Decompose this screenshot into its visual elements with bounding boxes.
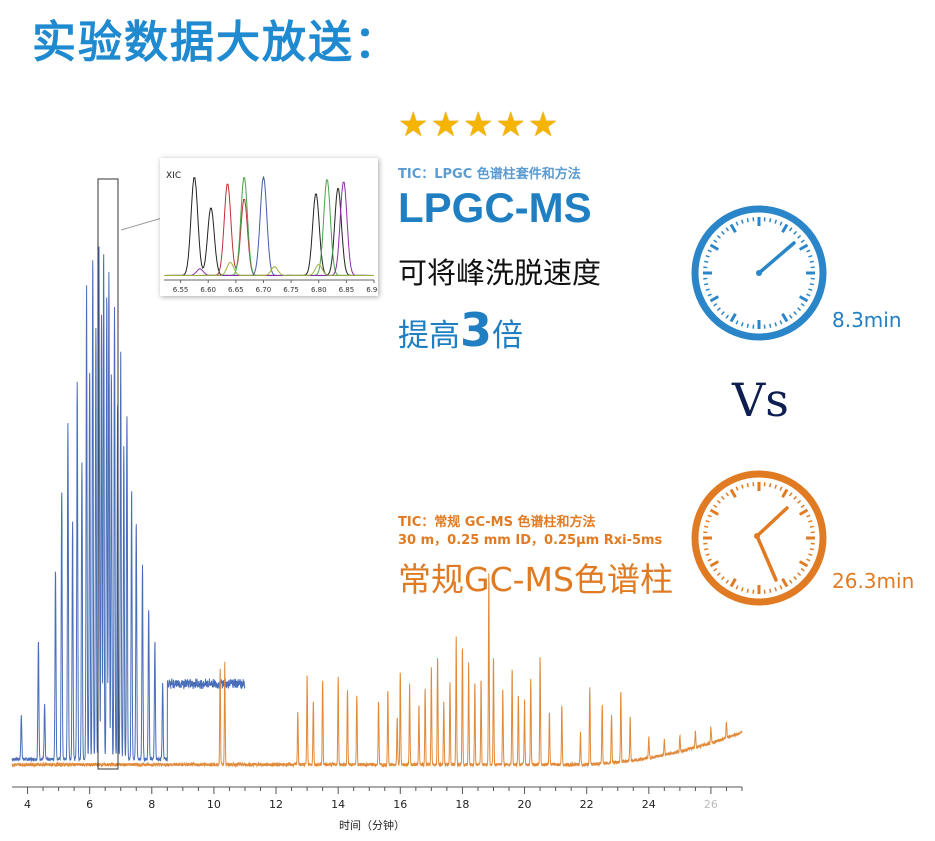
x-tick-label: 6 — [86, 798, 93, 811]
x-tick-label: 22 — [580, 798, 594, 811]
lpgc-improvement-text: 提高3倍 — [398, 303, 523, 357]
x-tick-label: 10 — [207, 798, 221, 811]
chromatogram-trace-standard — [11, 573, 743, 769]
x-tick-label: 12 — [269, 798, 283, 811]
lpgc-heading: LPGC-MS — [398, 184, 592, 231]
x-tick-label: 24 — [642, 798, 656, 811]
x-tick-label: 26 — [704, 798, 718, 811]
clock-hand — [757, 241, 796, 275]
clock-hour-hand — [755, 534, 778, 582]
xic-trace — [164, 176, 374, 276]
xic-tick-label: 6.85 — [339, 286, 355, 294]
lpgc-time: 8.3min — [832, 308, 902, 332]
xic-trace — [164, 181, 374, 276]
xic-inset: XIC 6.55 6.60 6.65 6.70 6.75 6.80 6.85 6.90 — [160, 158, 382, 296]
x-tick-label: 18 — [455, 798, 469, 811]
improvement-prefix: 提高 — [398, 318, 460, 354]
xic-tick-label: 6.90 — [366, 286, 378, 294]
star-icon: ★★★★★ — [398, 105, 561, 145]
standard-time: 26.3min — [832, 569, 915, 593]
vs-label: Vs — [732, 373, 789, 427]
standard-heading: 常规GC-MS色谱柱 — [398, 560, 673, 599]
page-title: 实验数据大放送： — [32, 17, 400, 68]
x-tick-label: 14 — [331, 798, 345, 811]
xic-chart: XIC 6.55 6.60 6.65 6.70 6.75 6.80 6.85 6.90 — [164, 171, 382, 294]
xic-tick-label: 6.65 — [228, 286, 244, 294]
xic-tick-label: 6.70 — [256, 286, 272, 294]
x-tick-label: 4 — [24, 798, 31, 811]
xic-tick-label: 6.75 — [283, 286, 299, 294]
lpgc-caption: TIC：LPGC 色谱柱套件和方法 — [398, 167, 581, 182]
xic-trace — [164, 183, 374, 276]
zoom-connector — [120, 217, 163, 231]
standard-column-spec: 30 m，0.25 mm ID，0.25µm Rxi-5ms — [398, 533, 663, 548]
x-tick-label: 20 — [518, 798, 532, 811]
clock-center — [756, 270, 762, 276]
x-tick-label: 16 — [393, 798, 407, 811]
xic-trace — [164, 177, 374, 276]
xic-tick-label: 6.55 — [173, 286, 189, 294]
xic-tick-label: 6.60 — [200, 286, 216, 294]
improvement-number: 3 — [460, 303, 493, 357]
chromatogram-trace-lpgc — [11, 246, 246, 763]
lpgc-speed-text: 可将峰洗脱速度 — [398, 256, 602, 290]
clock-ticks — [703, 217, 815, 329]
clock-ticks — [703, 482, 815, 594]
x-axis-label: 时间（分钟） — [339, 818, 405, 832]
zoom-region-box — [97, 178, 119, 770]
standard-caption: TIC：常规 GC-MS 色谱柱和方法 — [398, 515, 596, 530]
improvement-suffix: 倍 — [492, 318, 524, 354]
clock-center — [754, 533, 760, 539]
x-tick-label: 8 — [148, 798, 155, 811]
clock-icon — [691, 205, 827, 341]
xic-title: XIC — [166, 171, 181, 181]
xic-trace — [164, 261, 374, 276]
xic-tick-label: 6.80 — [311, 286, 327, 294]
xic-trace — [164, 177, 374, 276]
clock-minute-hand — [755, 506, 789, 538]
clock-icon — [691, 470, 827, 606]
